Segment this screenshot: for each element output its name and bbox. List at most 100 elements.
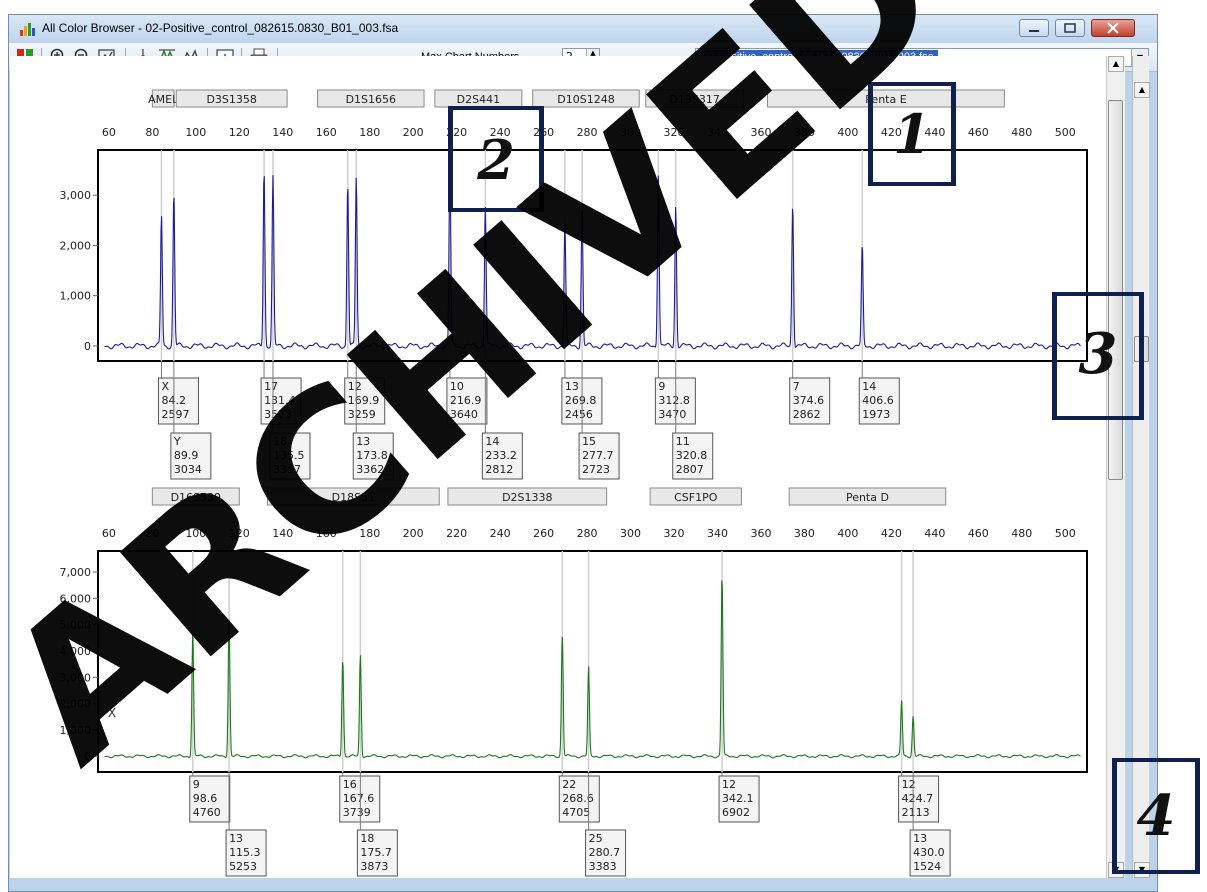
peak-size: 175.7 [360,846,392,859]
marker-label: D1S1656 [346,93,396,106]
peak-height: 3640 [450,408,478,421]
peak-height: 3034 [174,463,202,476]
x-tick-label: 380 [794,527,815,540]
x-tick-label: 300 [620,527,641,540]
peak-size: 169.9 [348,394,380,407]
maximize-button[interactable] [1055,19,1085,37]
marker-1-0 [151,487,240,506]
peak-allele: 9 [658,380,665,393]
peak-allele: 22 [562,778,576,791]
x-tick-label: 280 [577,126,598,139]
peak-size: 430.0 [913,846,945,859]
x-tick-label: 440 [924,527,945,540]
peak-height: 2597 [161,408,189,421]
y-tick-label: 7,000 [60,566,92,579]
x-tick-label: 340 [707,126,728,139]
marker-0-6 [766,89,1005,108]
peak-allele: 16 [343,778,357,791]
x-tick-label: 460 [968,527,989,540]
close-button[interactable] [1091,19,1135,37]
x-tick-label: 220 [446,527,467,540]
x-tick-label: 180 [359,126,380,139]
outer-scroll-up-icon[interactable]: ▲ [1134,82,1150,98]
marker-label: CSF1PO [674,491,718,504]
marker-label: Penta D [846,491,889,504]
peak-label-box-0-3 [269,432,311,480]
peak-size: 173.8 [356,449,388,462]
x-tick-label: 460 [968,126,989,139]
peak-label-box-0-13 [858,377,900,425]
window-title: All Color Browser - 02-Positive_control_… [42,21,399,35]
inner-scrollbar[interactable]: ▲ ▼ [1106,56,1125,878]
x-tick-label: 320 [664,527,685,540]
marker-0-1 [175,89,288,108]
peak-size: 268.6 [562,792,594,805]
peak-height: 3383 [589,860,617,873]
x-tick-label: 480 [1011,527,1032,540]
peak-allele: 13 [356,435,370,448]
x-tick-label: 240 [490,126,511,139]
app-chart-icon [20,23,35,36]
peak-height: 3873 [360,860,388,873]
peak-allele: 14 [862,380,876,393]
peak-height: 2113 [902,806,930,819]
peak-size: 269.8 [565,394,597,407]
marker-label: D18S51 [332,491,375,504]
y-tick-label: 6,000 [60,592,92,605]
peak-size: 115.3 [229,846,261,859]
marker-1-1 [267,487,440,506]
peak-allele: 7 [793,380,800,393]
y-tick-label: 5,000 [60,619,92,632]
minimize-button[interactable] [1019,19,1049,37]
marker-0-4 [532,89,640,108]
peak-label-box-1-4 [558,775,600,823]
peak-allele: 10 [450,380,464,393]
x-tick-label: 400 [837,126,858,139]
peak-size: 406.6 [862,394,894,407]
peak-label-box-0-7 [481,432,523,480]
y-tick-label: 0 [84,340,91,353]
x-tick-label: 160 [316,126,337,139]
peak-height: 4760 [193,806,221,819]
peak-allele: 14 [485,435,499,448]
peak-label-box-1-5 [585,829,627,877]
marker-0-5 [645,89,745,108]
peak-size: 98.6 [193,792,218,805]
x-tick-label: 340 [707,527,728,540]
x-tick-label: 240 [490,527,511,540]
x-tick-label: 120 [229,527,250,540]
title-bar[interactable]: All Color Browser - 02-Positive_control_… [9,15,1157,43]
peak-allele: 17 [264,380,278,393]
y-tick-label: 3,000 [60,189,92,202]
peak-size: 374.6 [793,394,825,407]
watermark-text: ARCHIVED [0,0,981,805]
x-tick-label: 80 [145,126,159,139]
marker-label: D13S317 [669,93,719,106]
scroll-up-icon[interactable]: ▲ [1108,56,1124,72]
peak-height: 3470 [658,408,686,421]
scroll-thumb[interactable] [1108,100,1123,480]
peak-allele: 18 [273,435,287,448]
peak-height: 5253 [229,860,257,873]
x-tick-label: 280 [577,527,598,540]
peak-height: 3259 [348,408,376,421]
x-tick-label: 60 [102,527,116,540]
y-tick-label: 4,000 [60,645,92,658]
peak-allele: 12 [722,778,736,791]
x-tick-label: 120 [229,126,250,139]
peak-annotation: X [108,706,116,720]
marker-label: D2S1338 [502,491,552,504]
plot-frame-1 [97,550,1088,773]
x-tick-label: 360 [750,126,771,139]
minimize-icon [1029,30,1039,32]
peak-height: 3523 [264,408,292,421]
peak-label-box-0-2 [260,377,302,425]
peak-height: 2812 [485,463,513,476]
peak-label-box-1-1 [225,829,267,877]
plot-frame-0 [97,149,1088,362]
x-tick-label: 440 [924,126,945,139]
y-tick-label: 3,000 [60,671,92,684]
peak-size: 280.7 [589,846,621,859]
peak-height: 3357 [273,463,301,476]
peak-allele: 13 [565,380,579,393]
